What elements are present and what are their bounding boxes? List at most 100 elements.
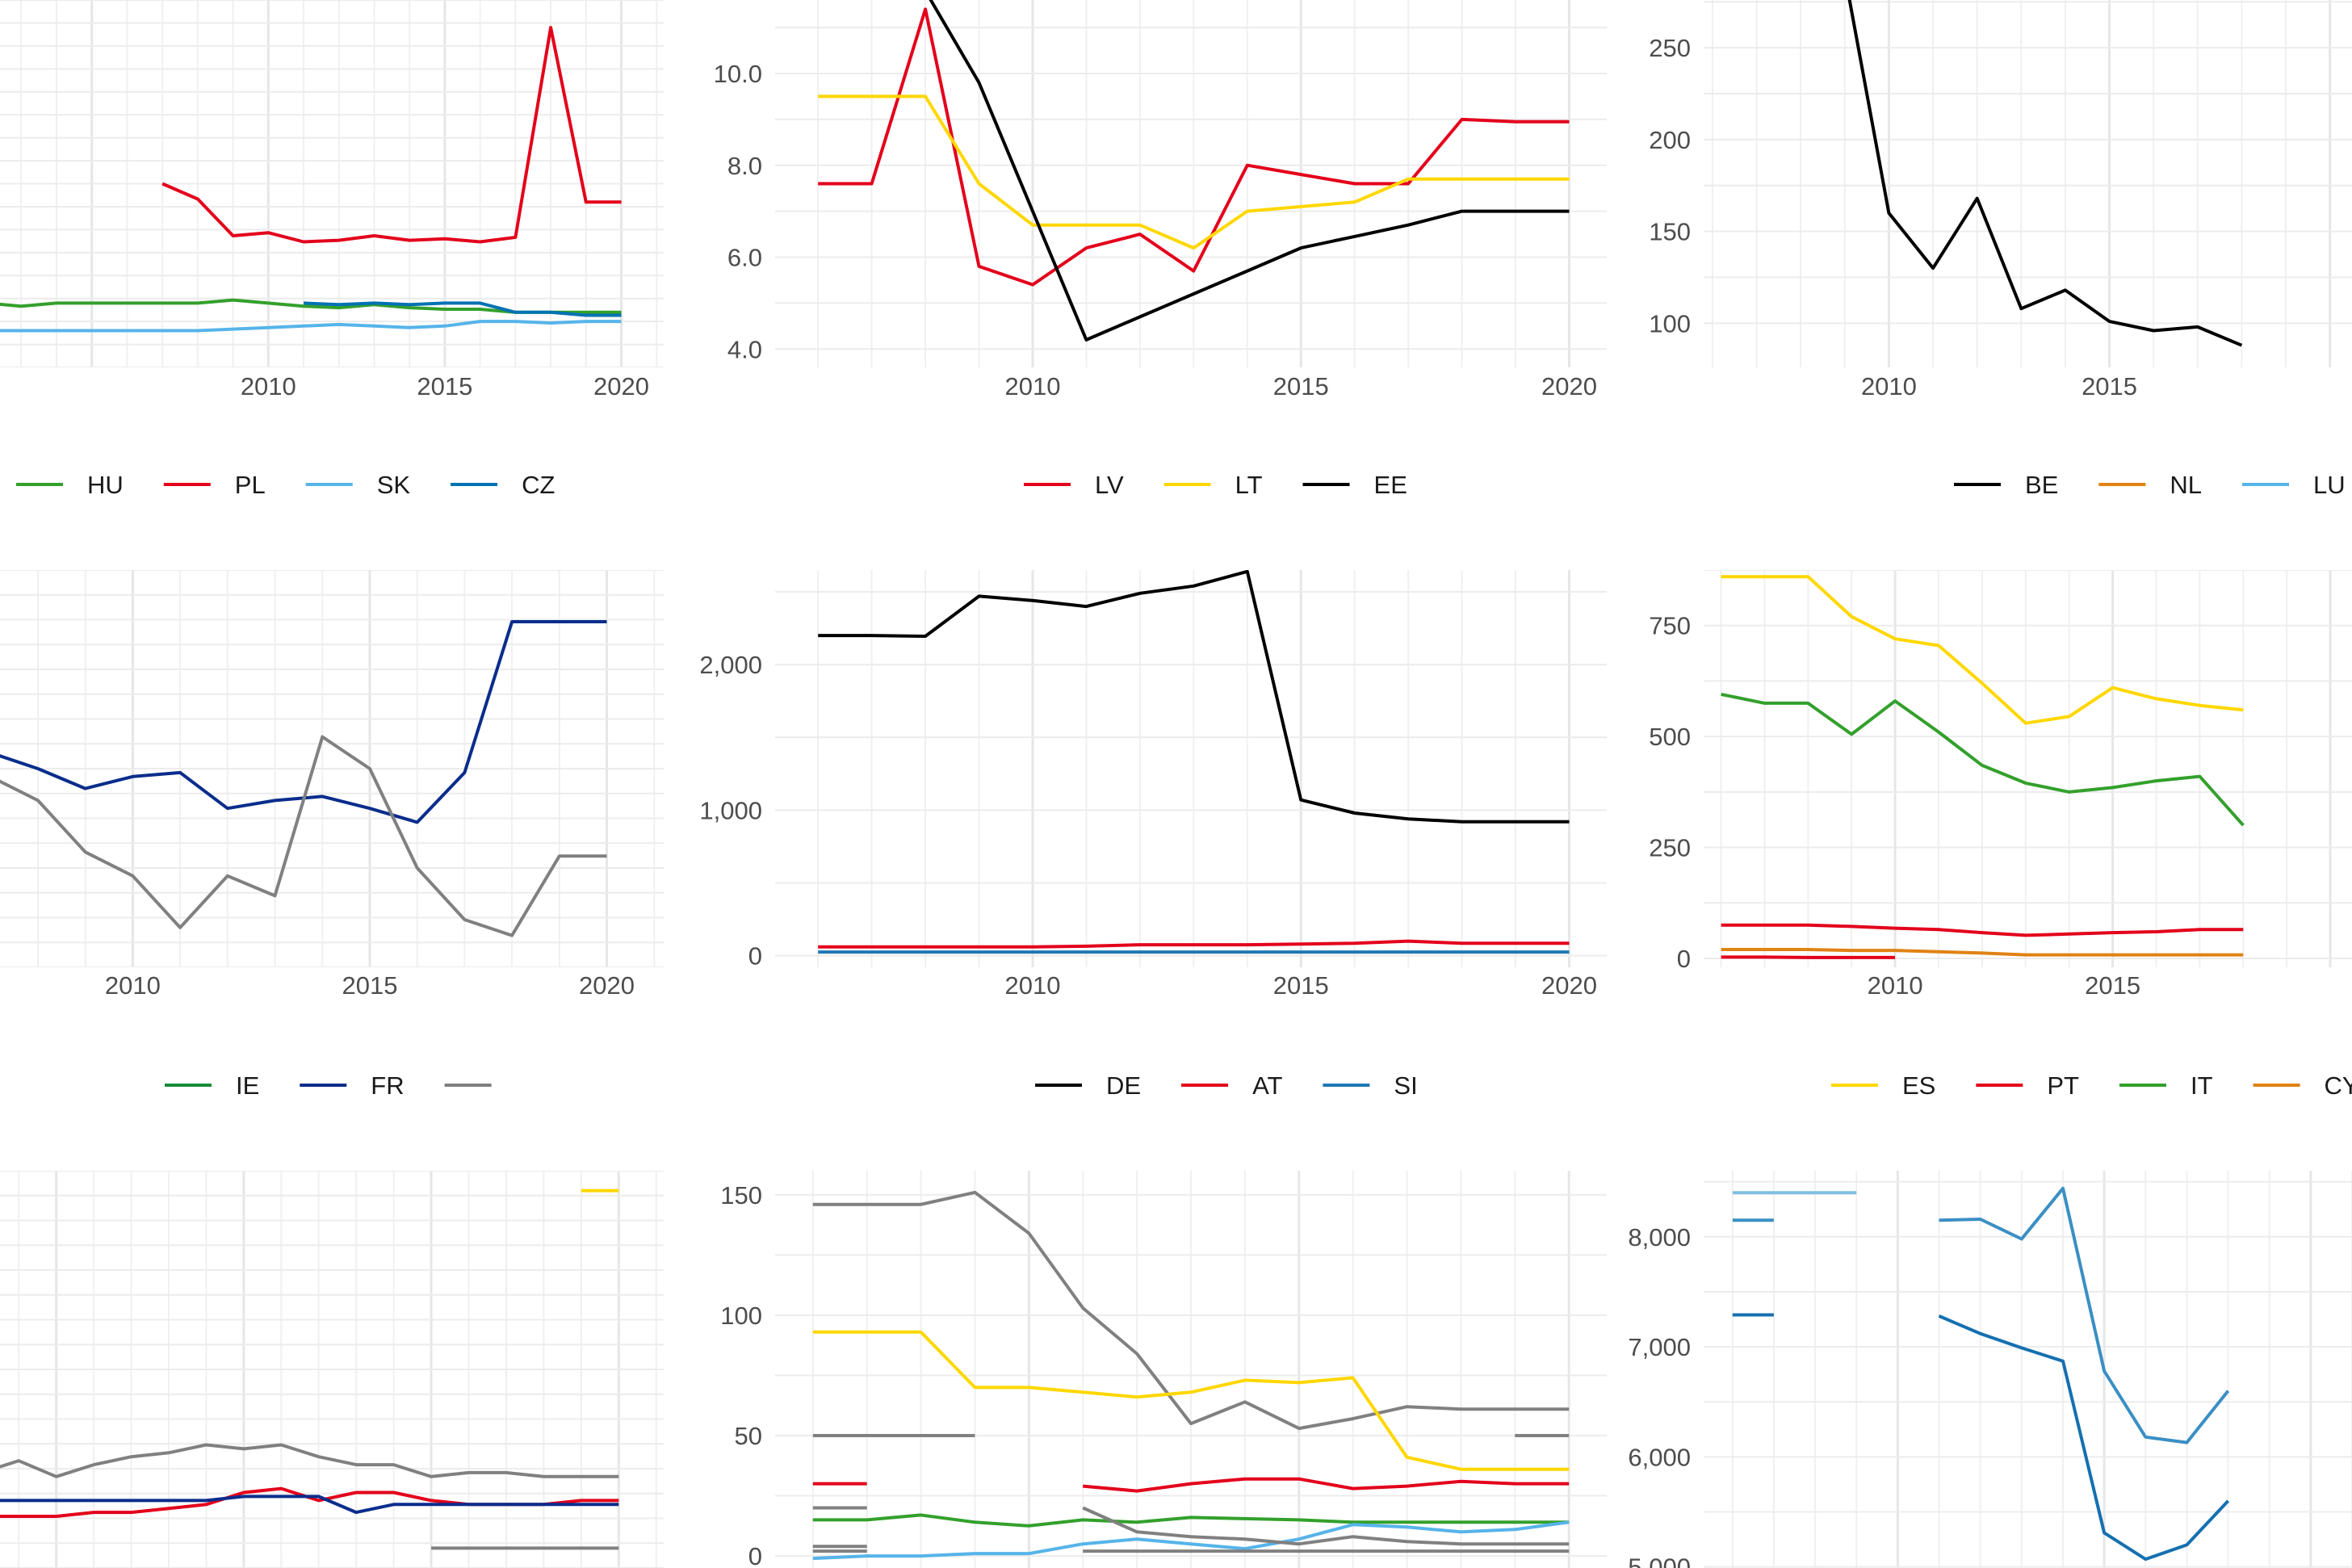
series-line-pl [161,26,622,244]
legend-label: IT [2191,1071,2213,1100]
chart-panel-8: 0 50 100 150 [720,1171,1607,1568]
y-tick-label: 6.0 [727,244,762,272]
series-line-at [818,939,1570,949]
series-line-sk [0,320,622,333]
series-line-lt [818,94,1570,250]
legend-label: ES [1902,1071,1935,1100]
series-line-unlabeled-3 [1939,1186,2230,1444]
legend-label: EE [1374,471,1407,499]
x-tick-label: 2015 [417,372,472,400]
y-tick-label: 7,000 [1628,1333,1691,1361]
series-line-it [1721,692,2245,827]
gridlines [775,0,1607,367]
x-tick-label: 2015 [2082,372,2137,400]
series-line-fr [0,620,607,824]
series-lines [0,26,622,333]
series-lines [1721,575,2245,959]
series-line-unlabeled-4 [0,1495,619,1515]
legend-label: CZ [522,471,555,499]
legend-label: CY [2325,1071,2352,1100]
series-line-pt [1721,923,2244,937]
chart-panel-5: 0 1,000 2,000 2010 2015 2020 DE AT SI [699,570,1607,1100]
series-line-ee [929,0,1570,342]
x-tick-label: 2010 [1868,971,1923,1000]
legend-label: NL [2170,471,2202,499]
series-lines [0,620,607,937]
series-line-cz [303,301,622,317]
gridlines [775,570,1607,967]
y-tick-label: 150 [720,1181,762,1210]
x-tick-label: 2015 [1273,372,1329,400]
gridlines [0,1171,664,1568]
y-tick-label: 5,000 [1628,1553,1691,1568]
gridlines [1704,570,2352,967]
series-lines [812,1190,1570,1561]
legend: HU PL SK CZ [16,471,555,499]
y-tick-label: 0 [1677,945,1691,973]
series-line-be [1847,0,2243,347]
y-tick-label: 6,000 [1628,1443,1691,1471]
y-tick-label: 200 [1649,126,1691,154]
y-tick-label: 250 [1649,34,1691,62]
legend: DE AT SI [1035,1071,1418,1100]
legend-label: SK [377,471,411,499]
y-tick-label: 50 [735,1422,762,1450]
gridlines [1704,0,2352,367]
chart-panel-3: 100 150 200 250 2010 2015 BE NL LU [1649,0,2352,499]
y-tick-label: 8,000 [1628,1223,1691,1251]
legend-label: IE [236,1071,259,1100]
series-lines [818,0,1570,342]
chart-panel-7 [0,1171,664,1568]
gridlines [1704,1171,2352,1568]
legend: BE NL LU [1954,471,2346,499]
chart-panel-1: 2010 2015 2020 HU PL SK CZ [0,0,664,499]
series-lines [0,1189,619,1550]
series-line-unlabeled-5 [1083,1477,1570,1493]
series-lines [818,570,1570,954]
x-tick-label: 2010 [1004,971,1060,1000]
legend-label: LU [2313,471,2346,499]
series-line-lv [818,7,1570,287]
y-tick-label: 500 [1649,723,1691,751]
legend-label: PT [2047,1071,2079,1100]
y-tick-label: 0 [748,1542,762,1568]
series-lines [1732,1186,2230,1562]
y-tick-label: 2,000 [699,651,762,679]
series-line-unlabeled-2 [812,1330,1570,1471]
x-tick-label: 2010 [105,971,161,1000]
x-tick-label: 2010 [1004,372,1060,400]
series-line-de [818,570,1570,824]
legend-label: LV [1095,471,1124,499]
legend-label: SI [1394,1071,1417,1100]
y-tick-label: 1,000 [699,796,762,824]
legend-label: PL [235,471,266,499]
y-tick-label: 100 [1649,309,1691,337]
legend-label: HU [87,471,124,499]
legend-label: FR [371,1071,404,1100]
y-tick-label: 150 [1649,218,1691,246]
legend-label: DE [1106,1071,1141,1100]
gridlines [775,1171,1607,1568]
series-line-unlabeled-3 [812,1513,1570,1528]
x-tick-label: 2015 [1273,971,1329,1000]
series-line-unlabeled-2 [0,1443,619,1478]
x-tick-label: 2015 [342,971,397,1000]
series-line-cy [1721,948,2244,957]
y-tick-label: 4.0 [727,335,762,363]
x-tick-label: 2010 [241,372,296,400]
x-tick-label: 2020 [579,971,635,1000]
legend-label: BE [2025,471,2058,499]
legend-label: LT [1235,471,1263,499]
x-tick-label: 2010 [1861,372,1917,400]
gridlines [0,0,664,367]
y-tick-label: 0 [748,942,762,971]
series-line-es [1721,575,2244,725]
series-lines [1847,0,2243,347]
chart-panel-2: 4.0 6.0 8.0 10.0 2010 2015 2020 LV LT EE [714,0,1607,499]
x-tick-label: 2020 [593,372,649,400]
x-tick-label: 2020 [1541,971,1597,1000]
x-tick-label: 2020 [1541,372,1597,400]
y-tick-label: 8.0 [727,152,762,180]
y-tick-label: 100 [720,1302,762,1330]
series-line-unlabeled-5 [1938,1314,2230,1562]
